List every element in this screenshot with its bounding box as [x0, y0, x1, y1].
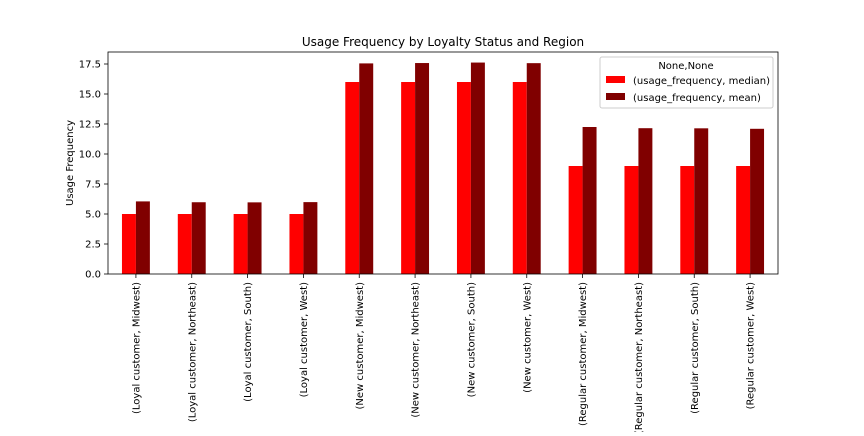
bar-mean-1	[191, 202, 206, 274]
plot-frame	[107, 51, 779, 275]
legend-label-mean: (usage_frequency, mean)	[633, 93, 761, 104]
x-tick-label: (Loyal customer, Northeast)	[187, 282, 198, 422]
y-tick-label: 0.0	[85, 270, 101, 281]
bar-mean-4	[359, 63, 374, 275]
y-tick-label: 10.0	[79, 150, 101, 161]
x-tick-label: (Loyal customer, South)	[243, 282, 254, 402]
bar-median-6	[456, 82, 471, 274]
bar-median-10	[680, 166, 695, 274]
bar-median-4	[345, 82, 360, 274]
bar-median-2	[233, 214, 248, 274]
axes-layer: 0.0 2.5 5.0 7.5 10.0 12.5 15.0 17.5 (Loyal custo…	[79, 51, 779, 434]
bar-mean-5	[415, 63, 430, 274]
bar-median-0	[121, 214, 136, 274]
legend: None,None (usage_frequency, median) (usa…	[599, 56, 774, 109]
y-tick-label: 5.0	[85, 210, 101, 221]
bar-mean-0	[135, 201, 150, 274]
x-tick-label: (Loyal customer, West)	[299, 282, 310, 397]
x-tick-label: (New customer, Midwest)	[355, 282, 366, 410]
bar-mean-2	[247, 202, 262, 274]
bar-mean-7	[526, 63, 541, 274]
x-tick-label: (New customer, South)	[466, 282, 477, 397]
x-tick-label: (Regular customer, Midwest)	[578, 282, 589, 426]
y-tick-label: 12.5	[79, 120, 101, 131]
y-tick-label: 7.5	[85, 180, 101, 191]
x-tick-label: (New customer, Northeast)	[411, 282, 422, 418]
bar-mean-11	[750, 128, 765, 274]
bar-mean-9	[638, 128, 653, 274]
legend-swatch-mean	[606, 93, 625, 100]
x-tick-label: (Loyal customer, Midwest)	[131, 282, 142, 414]
bar-median-3	[289, 214, 304, 274]
legend-box	[599, 56, 774, 109]
bars-layer	[121, 62, 765, 275]
chart-title: Usage Frequency by Loyalty Status and Re…	[302, 35, 584, 49]
x-tick-label: (Regular customer, Northeast)	[634, 282, 645, 432]
x-tick-label: (Regular customer, South)	[690, 282, 701, 414]
bar-median-9	[624, 166, 639, 274]
legend-label-median: (usage_frequency, median)	[633, 76, 770, 87]
legend-swatch-median	[606, 76, 625, 83]
bar-mean-3	[303, 202, 318, 274]
x-tick-label: (Regular customer, West)	[746, 282, 757, 409]
bar-median-7	[512, 82, 527, 274]
bar-mean-8	[582, 127, 597, 274]
y-axis-label: Usage Frequency	[65, 120, 76, 206]
y-tick-label: 17.5	[79, 60, 101, 71]
legend-title: None,None	[658, 61, 713, 72]
bar-mean-6	[470, 62, 485, 275]
y-tick-label: 2.5	[85, 240, 101, 251]
bar-median-5	[401, 82, 416, 274]
bar-mean-10	[694, 128, 709, 274]
bar-median-1	[177, 214, 192, 274]
bar-median-8	[568, 166, 583, 274]
y-tick-label: 15.0	[79, 90, 101, 101]
bar-median-11	[736, 166, 751, 274]
x-tick-label: (New customer, West)	[522, 282, 533, 393]
